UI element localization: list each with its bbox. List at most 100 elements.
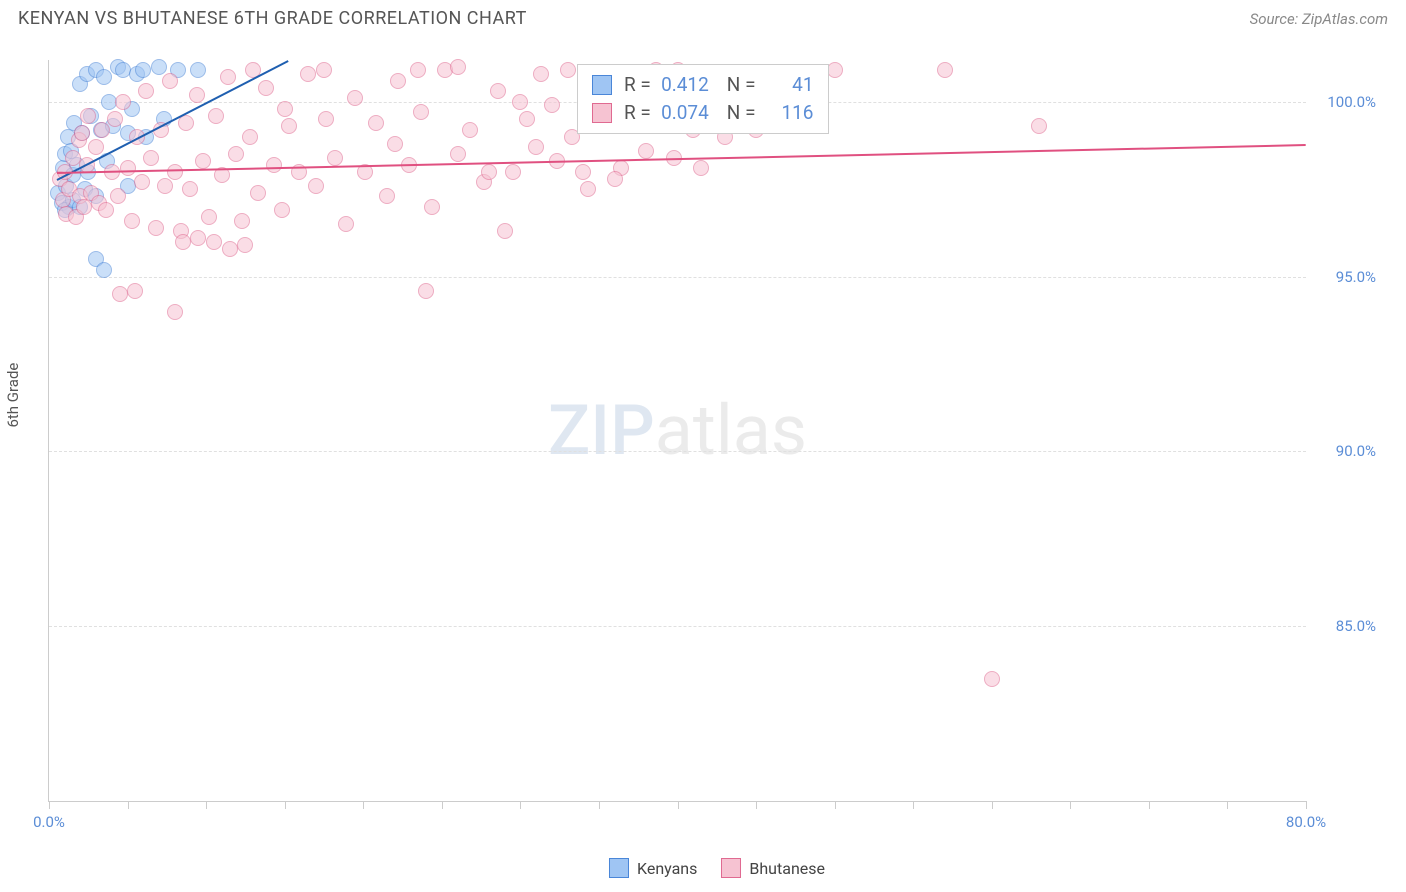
data-point-bhutanese — [693, 160, 709, 176]
data-point-bhutanese — [234, 213, 250, 229]
data-point-bhutanese — [327, 150, 343, 166]
source-attribution: Source: ZipAtlas.com — [1250, 10, 1388, 28]
stats-swatch — [592, 103, 612, 123]
data-point-bhutanese — [505, 164, 521, 180]
data-point-bhutanese — [190, 230, 206, 246]
data-point-bhutanese — [316, 62, 332, 78]
legend-item-bhutanese: Bhutanese — [721, 858, 825, 878]
x-tick — [992, 801, 993, 809]
legend-label-bhutanese: Bhutanese — [749, 859, 825, 878]
n-label: N = — [727, 71, 756, 99]
data-point-bhutanese — [201, 209, 217, 225]
chart-title: KENYAN VS BHUTANESE 6TH GRADE CORRELATIO… — [18, 8, 527, 29]
data-point-bhutanese — [528, 139, 544, 155]
data-point-bhutanese — [167, 164, 183, 180]
x-tick — [1227, 801, 1228, 809]
data-point-bhutanese — [258, 80, 274, 96]
gridline — [49, 277, 1306, 278]
data-point-bhutanese — [544, 97, 560, 113]
data-point-bhutanese — [390, 73, 406, 89]
data-point-kenyans — [96, 262, 112, 278]
data-point-bhutanese — [424, 199, 440, 215]
bottom-legend: Kenyans Bhutanese — [609, 858, 825, 878]
data-point-kenyans — [190, 62, 206, 78]
data-point-bhutanese — [134, 174, 150, 190]
data-point-bhutanese — [115, 94, 131, 110]
data-point-bhutanese — [250, 185, 266, 201]
data-point-bhutanese — [937, 62, 953, 78]
data-point-bhutanese — [450, 59, 466, 75]
data-point-bhutanese — [300, 66, 316, 82]
data-point-kenyans — [135, 62, 151, 78]
data-point-bhutanese — [308, 178, 324, 194]
data-point-bhutanese — [195, 153, 211, 169]
data-point-bhutanese — [127, 283, 143, 299]
data-point-bhutanese — [88, 139, 104, 155]
x-tick — [520, 801, 521, 809]
source-prefix: Source: — [1250, 10, 1302, 28]
r-label: R = — [624, 71, 651, 99]
data-point-bhutanese — [120, 160, 136, 176]
watermark-part-2: atlas — [655, 390, 807, 472]
stats-row-bhutanese: R = 0.074 N = 116 — [592, 99, 814, 127]
data-point-bhutanese — [76, 199, 92, 215]
data-point-bhutanese — [124, 213, 140, 229]
n-value: 116 — [764, 99, 814, 127]
stats-row-kenyans: R =0.412N =41 — [592, 71, 814, 99]
data-point-bhutanese — [481, 164, 497, 180]
data-point-bhutanese — [560, 62, 576, 78]
data-point-bhutanese — [167, 304, 183, 320]
x-tick — [756, 801, 757, 809]
x-tick — [835, 801, 836, 809]
stats-swatch — [592, 75, 612, 95]
watermark-part-1: ZIP — [548, 390, 655, 472]
legend-item-kenyans: Kenyans — [609, 858, 697, 878]
data-point-bhutanese — [274, 202, 290, 218]
data-point-bhutanese — [189, 87, 205, 103]
watermark: ZIPatlas — [548, 390, 807, 472]
data-point-bhutanese — [512, 94, 528, 110]
data-point-bhutanese — [497, 223, 513, 239]
data-point-bhutanese — [450, 146, 466, 162]
x-tick-label: 0.0% — [33, 813, 65, 831]
data-point-bhutanese — [175, 234, 191, 250]
data-point-bhutanese — [338, 216, 354, 232]
chart-header: KENYAN VS BHUTANESE 6TH GRADE CORRELATIO… — [0, 0, 1406, 35]
data-point-bhutanese — [413, 104, 429, 120]
data-point-bhutanese — [143, 150, 159, 166]
data-point-bhutanese — [157, 178, 173, 194]
data-point-bhutanese — [74, 125, 90, 141]
x-tick — [206, 801, 207, 809]
data-point-bhutanese — [208, 108, 224, 124]
data-point-bhutanese — [318, 111, 334, 127]
swatch-kenyans — [609, 858, 629, 878]
data-point-kenyans — [151, 59, 167, 75]
data-point-bhutanese — [607, 171, 623, 187]
n-label: N = — [727, 99, 756, 127]
data-point-bhutanese — [379, 188, 395, 204]
regression-line-bhutanese — [57, 144, 1306, 174]
data-point-bhutanese — [266, 157, 282, 173]
x-tick — [49, 801, 50, 809]
data-point-bhutanese — [827, 62, 843, 78]
legend-label-kenyans: Kenyans — [637, 859, 697, 878]
data-point-bhutanese — [519, 111, 535, 127]
r-label: R = — [624, 99, 651, 127]
y-tick-label: 95.0% — [1316, 268, 1376, 286]
gridline — [49, 626, 1306, 627]
data-point-bhutanese — [110, 188, 126, 204]
y-tick-label: 85.0% — [1316, 617, 1376, 635]
gridline — [49, 451, 1306, 452]
y-tick-label: 90.0% — [1316, 442, 1376, 460]
data-point-bhutanese — [368, 115, 384, 131]
r-value: 0.412 — [659, 71, 709, 99]
data-point-bhutanese — [112, 286, 128, 302]
data-point-bhutanese — [410, 62, 426, 78]
data-point-bhutanese — [462, 122, 478, 138]
x-tick — [599, 801, 600, 809]
r-value: 0.074 — [659, 99, 709, 127]
data-point-bhutanese — [387, 136, 403, 152]
data-point-bhutanese — [277, 101, 293, 117]
x-tick — [1070, 801, 1071, 809]
data-point-bhutanese — [182, 181, 198, 197]
